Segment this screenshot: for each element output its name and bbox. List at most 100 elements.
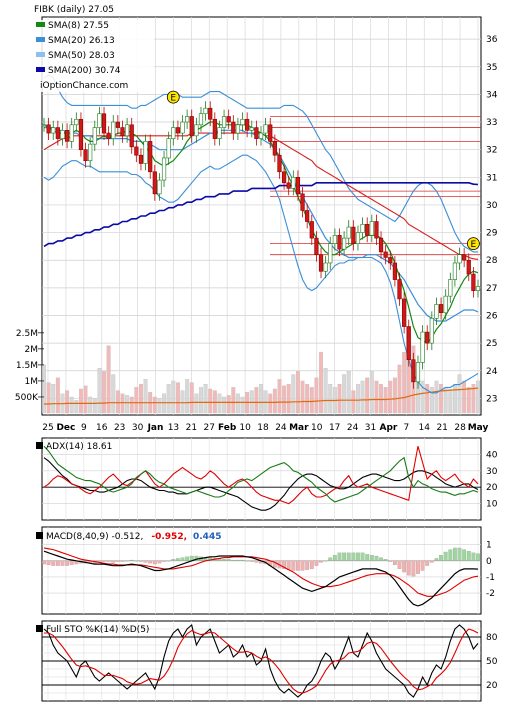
candle-body	[69, 124, 74, 142]
candle-body	[466, 259, 471, 275]
volume-bar	[254, 387, 259, 414]
candle-body	[74, 118, 79, 126]
price-axis-tick-label: 30	[486, 201, 498, 211]
adx-axis-tick-label: 20	[486, 483, 498, 493]
legend-entry-sma8: SMA(8) 27.55	[36, 21, 109, 31]
indicator-lines	[42, 445, 481, 698]
volume-bar	[277, 379, 282, 414]
volume-bar	[356, 383, 360, 414]
date-tick-label: Jan	[147, 423, 164, 433]
macd-histogram-bar	[411, 560, 416, 577]
volume-bar	[199, 387, 203, 414]
price-axis-tick-label: 27	[486, 284, 497, 294]
volume-axis-tick-label: 500K	[15, 393, 39, 403]
macd-histogram-bar	[379, 557, 383, 561]
candle-body	[258, 132, 264, 139]
candle-body	[272, 141, 277, 156]
candle-body	[51, 127, 56, 134]
candle-body	[185, 116, 190, 123]
candle-body	[55, 127, 60, 139]
candle-body	[226, 116, 231, 123]
stochastic-axis-tick-label: 50	[486, 657, 498, 667]
price-axis-tick-label: 35	[486, 63, 497, 73]
candle-body	[360, 223, 365, 233]
legend-label-sma200: SMA(200) 30.74	[48, 66, 121, 76]
earnings-marker	[466, 237, 480, 251]
stochastic-axis-tick-label: 80	[486, 633, 498, 643]
candle-body	[383, 251, 388, 258]
macd-histogram-bar	[171, 559, 176, 561]
date-tick-label: 21	[436, 423, 447, 433]
date-tick-label: 30	[132, 423, 144, 433]
macd-histogram-bar	[309, 560, 314, 569]
stochastic-series-line-d	[44, 628, 479, 694]
candle-body	[97, 113, 102, 128]
macd-histogram-bar	[162, 560, 166, 562]
candle-body	[194, 124, 199, 137]
adx-title-swatch	[36, 442, 43, 449]
legend-entry-sma20: SMA(20) 26.13	[36, 36, 115, 46]
macd-main-value: MACD(8,40,9) -0.512,	[46, 532, 143, 542]
candle-body	[286, 182, 291, 189]
macd-histogram-bar	[471, 552, 476, 561]
candle-body	[115, 121, 120, 128]
candle-body	[388, 257, 393, 264]
volume-bar	[300, 380, 305, 414]
legend-label-sma20: SMA(20) 26.13	[48, 36, 115, 46]
volume-bar	[319, 351, 323, 414]
volume-bar	[231, 387, 236, 414]
macd-histogram-bar	[42, 560, 46, 565]
candle-body	[221, 116, 227, 128]
volume-bar	[429, 387, 434, 414]
candle-body	[420, 331, 425, 363]
candle-body	[429, 317, 434, 344]
date-tick-label: 14	[419, 423, 431, 433]
volume-bar	[51, 383, 56, 414]
volume-bar	[185, 379, 190, 414]
candle-body	[64, 130, 70, 142]
macd-histogram-bar	[374, 555, 379, 561]
macd-histogram-bar	[365, 554, 370, 561]
macd-histogram-bar	[286, 560, 291, 570]
candle-body	[328, 243, 333, 264]
macd-histogram-bar	[249, 560, 254, 562]
volume-bar	[212, 390, 217, 414]
volume-bar	[55, 377, 60, 414]
date-tick-label: 21	[186, 423, 197, 433]
volume-axis-tick-label: 1M	[25, 377, 39, 387]
candle-body	[254, 127, 259, 139]
macd-histogram-bar	[425, 560, 430, 566]
volume-bar	[268, 393, 273, 414]
volume-bar	[305, 383, 310, 414]
candle-body	[88, 143, 93, 162]
macd-title-label: MACD(8,40,9) -0.512, -0.952, 0.445	[46, 532, 221, 542]
date-tick-label: 24	[347, 423, 359, 433]
macd-histogram-bar	[319, 560, 323, 563]
legend-swatch-sma8	[36, 22, 45, 27]
volume-axis-tick-label: 2M	[25, 345, 39, 355]
volume-bar	[157, 398, 162, 414]
volume-bar	[129, 396, 134, 414]
bollinger-lower-line	[43, 154, 479, 394]
date-tick-label: 28	[454, 423, 466, 433]
volume-bar	[337, 383, 342, 414]
volume-bar	[466, 387, 471, 414]
candle-body	[134, 146, 139, 156]
macd-title-swatch	[36, 532, 43, 539]
macd-histogram-bar	[157, 560, 162, 564]
volume-bar	[397, 364, 402, 414]
macd-histogram-bar	[434, 558, 439, 561]
legend-swatch-sma50	[36, 52, 45, 57]
candle-body	[300, 193, 305, 211]
candle-body	[231, 121, 236, 134]
date-tick-label: 10	[311, 423, 323, 433]
macd-histogram-bar	[305, 560, 310, 570]
candle-body	[438, 304, 444, 314]
macd-histogram-bar	[462, 549, 467, 561]
volume-bar	[120, 393, 125, 414]
macd-histogram-bar	[453, 547, 457, 561]
macd-title: MACD(8,40,9) -0.512, -0.952, 0.445	[36, 532, 221, 542]
candle-body	[46, 124, 51, 134]
date-tick-label: 25	[42, 423, 53, 433]
candle-body	[189, 116, 194, 137]
